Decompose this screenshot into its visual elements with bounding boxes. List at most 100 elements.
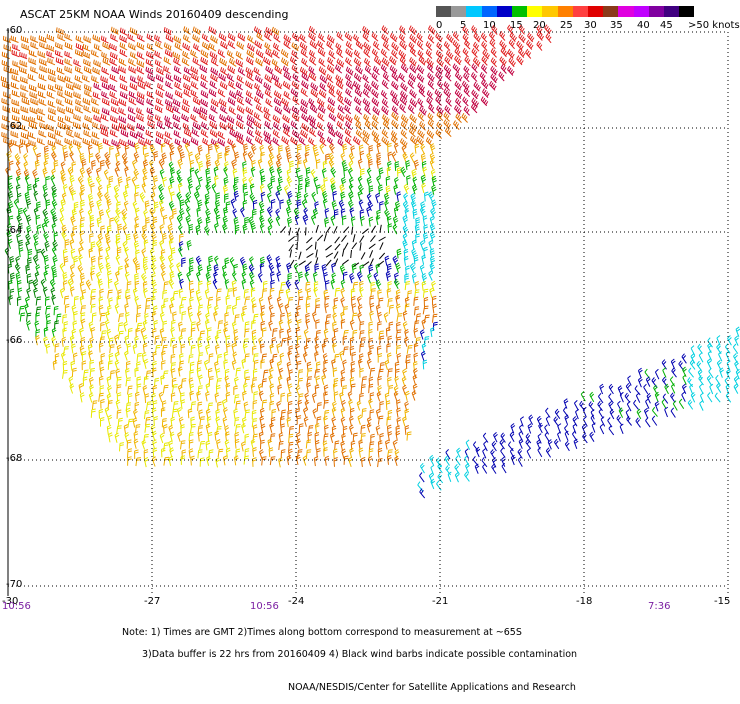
wind-barb	[119, 314, 124, 322]
wind-barb	[426, 41, 432, 50]
wind-barb	[163, 290, 167, 299]
wind-barb	[253, 434, 258, 443]
wind-barb	[171, 354, 175, 363]
wind-barb	[230, 91, 237, 99]
wind-barb	[48, 132, 55, 139]
wind-barb	[302, 114, 309, 123]
wind-barb	[183, 99, 190, 107]
wind-barb	[67, 130, 74, 137]
wind-barb	[108, 290, 113, 299]
wind-barb	[202, 122, 209, 130]
wind-barb	[36, 215, 40, 224]
wind-barb	[236, 424, 241, 432]
wind-barb	[361, 385, 365, 394]
wind-barb	[171, 248, 175, 257]
wind-barb	[146, 371, 151, 380]
wind-barb	[501, 448, 506, 458]
wind-barb	[410, 122, 417, 131]
wind-barb	[191, 322, 195, 331]
wind-barb	[282, 136, 289, 144]
wind-barb	[619, 408, 623, 418]
wind-barb	[392, 42, 399, 51]
wind-barb	[145, 424, 150, 432]
wind-barb	[251, 223, 256, 233]
wind-barb	[98, 279, 103, 289]
wind-barb	[120, 443, 124, 452]
wind-barb	[80, 168, 85, 178]
wind-barb	[316, 225, 318, 233]
wind-barb	[47, 51, 54, 58]
wind-barb	[342, 260, 348, 265]
wind-barb	[328, 82, 335, 91]
wind-barb	[309, 137, 315, 146]
wind-barb	[126, 234, 130, 243]
wind-barb	[166, 91, 173, 99]
wind-barb	[356, 121, 362, 130]
wind-barb	[325, 245, 331, 250]
wind-barb	[101, 160, 105, 169]
wind-barb	[433, 314, 438, 323]
wind-barb	[208, 368, 212, 377]
wind-barb	[280, 200, 284, 209]
wind-barb	[91, 183, 95, 192]
wind-barb	[388, 410, 392, 419]
wind-barb	[261, 312, 265, 322]
wind-barb	[171, 327, 175, 337]
wind-barb	[350, 320, 354, 330]
wind-barb	[272, 409, 276, 418]
wind-barb	[21, 106, 28, 113]
wind-barb	[318, 113, 324, 122]
wind-barb	[198, 450, 203, 459]
wind-barb	[92, 132, 99, 139]
wind-barb	[106, 247, 110, 257]
wind-barb	[383, 42, 389, 51]
wind-barb	[99, 263, 104, 273]
wind-barb	[352, 227, 353, 235]
wind-barb	[227, 74, 234, 82]
wind-barb	[120, 83, 127, 91]
wind-barb	[201, 129, 208, 137]
wind-barb	[27, 226, 32, 236]
wind-barb	[342, 449, 346, 459]
wind-barb	[120, 28, 127, 36]
wind-barb	[137, 123, 144, 131]
wind-barb	[70, 176, 75, 186]
wind-barb	[57, 27, 64, 34]
wind-barb	[221, 41, 228, 49]
wind-barb	[266, 66, 273, 74]
wind-barb	[473, 442, 478, 452]
wind-barb	[207, 336, 211, 346]
wind-barb	[136, 250, 140, 259]
wind-barb	[388, 377, 392, 386]
wind-barb	[357, 296, 361, 306]
wind-barb	[81, 185, 85, 195]
wind-barb	[320, 137, 326, 146]
wind-barb	[173, 209, 177, 218]
wind-barb	[682, 354, 687, 364]
wind-barb	[256, 90, 263, 98]
wind-barb	[190, 297, 194, 306]
wind-barb	[25, 175, 29, 185]
wind-barb	[220, 122, 227, 130]
wind-barb	[41, 279, 45, 289]
wind-barb	[392, 120, 399, 129]
wind-barb	[299, 261, 306, 265]
wind-barb	[22, 43, 29, 50]
wind-barb	[155, 336, 160, 345]
wind-barb	[350, 273, 355, 283]
wind-barb	[119, 99, 126, 107]
wind-barb	[134, 409, 138, 419]
wind-barb	[52, 328, 56, 338]
wind-barb	[437, 42, 443, 51]
wind-barb	[99, 247, 103, 257]
wind-barb	[234, 191, 239, 201]
wind-barb	[228, 65, 235, 73]
wind-barb	[48, 100, 55, 107]
wind-barb	[415, 225, 419, 235]
wind-barb	[118, 224, 122, 233]
wind-barb	[74, 256, 78, 265]
wind-barb	[268, 225, 272, 235]
wind-barb	[225, 313, 229, 322]
wind-barb	[689, 368, 694, 377]
wind-barb	[691, 393, 695, 403]
